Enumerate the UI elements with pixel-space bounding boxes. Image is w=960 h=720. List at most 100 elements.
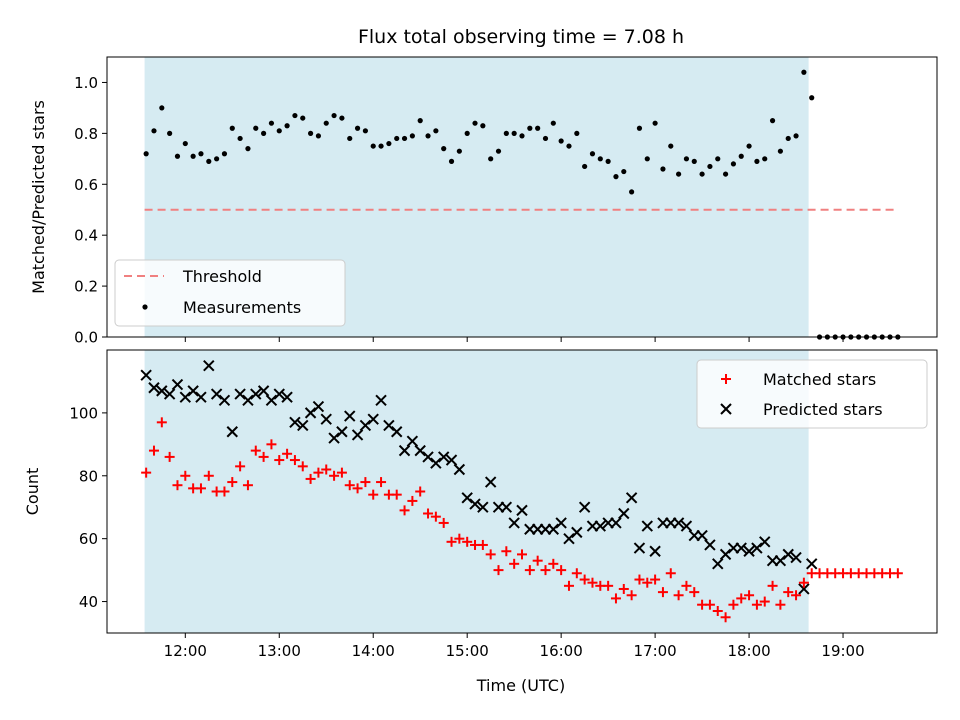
predicted-star-point [320, 413, 332, 425]
measurement-point [652, 120, 658, 126]
matched-star-point [352, 483, 363, 494]
predicted-star-point [633, 542, 646, 554]
x-tick-label: 16:00 [540, 642, 583, 660]
predicted-star-point [790, 551, 802, 564]
top-y-tick-label: 0.2 [74, 278, 98, 296]
matched-star-point [462, 536, 473, 547]
predicted-star-point [500, 501, 513, 513]
predicted-star-point [571, 526, 583, 539]
predicted-star-point [203, 360, 215, 372]
measurement-point [762, 156, 768, 162]
measurement-point [347, 135, 353, 142]
predicted-star-point [281, 391, 293, 403]
matched-star-point [344, 480, 355, 491]
matched-star-point [618, 583, 629, 594]
predicted-star-point [289, 416, 301, 429]
matched-star-point [783, 587, 794, 598]
predicted-star-point [563, 532, 575, 545]
predicted-star-point [344, 410, 356, 422]
matched-star-point [587, 577, 598, 588]
measurement-point [676, 171, 682, 177]
measurement-point [550, 120, 556, 126]
predicted-star-point [774, 554, 787, 567]
matched-star-point [767, 580, 778, 591]
matched-star-point [203, 470, 214, 481]
predicted-star-point [422, 451, 434, 463]
predicted-star-point [226, 426, 238, 438]
predicted-star-point [641, 520, 653, 532]
measurement-point [613, 174, 619, 180]
matched-star-point [141, 467, 152, 478]
measurement-point [730, 161, 737, 167]
matched-star-point [219, 486, 230, 497]
measurement-point [386, 140, 392, 147]
top-axes-frame [106, 56, 938, 338]
measurement-point [660, 166, 666, 172]
top-y-axis-label: Matched/Predicted stars [29, 100, 48, 294]
predicted-star-point [328, 432, 340, 444]
predicted-star-point [484, 476, 497, 488]
matched-star-point [156, 417, 167, 428]
matched-star-point [728, 599, 739, 610]
predicted-star-point [375, 394, 387, 407]
bottom-y-tick-label: 40 [79, 593, 98, 611]
predicted-star-point [469, 498, 481, 510]
matched-star-point [242, 480, 253, 491]
matched-star-point [195, 483, 206, 494]
matched-star-point [579, 574, 590, 585]
measurement-point [433, 128, 439, 134]
measurement-point [511, 130, 517, 136]
legend-box [114, 259, 346, 327]
matched-star-point [454, 533, 465, 544]
matched-star-point [704, 599, 715, 610]
matched-star-point [642, 577, 653, 588]
measurement-point [472, 120, 478, 126]
measurement-point [582, 163, 588, 170]
measurement-point [300, 115, 306, 121]
measurement-point [378, 143, 384, 149]
measurement-point [456, 148, 462, 154]
bottom-y-tick-label: 80 [79, 467, 98, 485]
measurement-point [182, 140, 188, 147]
predicted-star-point [696, 529, 708, 542]
predicted-star-point [148, 382, 160, 394]
measurement-point [331, 112, 337, 119]
measurement-point [417, 118, 423, 124]
matched-star-point [650, 574, 661, 585]
matched-star-point [180, 470, 191, 481]
measurement-point [769, 118, 776, 124]
matched-star-point [626, 590, 637, 601]
matched-star-point [751, 599, 762, 610]
bottom-panel: 40 60 80 100 12:00 13:00 14:00 15:00 16:00 17:00… [23, 349, 938, 695]
predicted-star-point [383, 419, 395, 432]
predicted-star-point [578, 501, 591, 513]
top-y-tick-label: 0.0 [74, 329, 98, 347]
matched-star-point [563, 580, 574, 591]
top-y-tick-label: 1.0 [74, 74, 98, 92]
measurement-point [307, 130, 314, 136]
predicted-star-point [163, 388, 176, 400]
measurement-point [284, 123, 290, 129]
measurement-point [261, 130, 267, 136]
bottom-x-ticks: 12:00 13:00 14:00 15:00 16:00 17:00 18:00 19:00 [164, 633, 865, 660]
predicted-star-point [257, 385, 270, 397]
top-y-tick-label: 0.4 [74, 227, 98, 245]
matched-star-point [148, 445, 159, 456]
measurement-point [668, 143, 674, 149]
measurement-point [503, 130, 509, 136]
predicted-star-point [391, 426, 403, 438]
measurement-point [707, 163, 713, 170]
measurement-point [214, 156, 220, 162]
predicted-star-point [179, 391, 192, 403]
bottom-axes-frame [106, 349, 938, 634]
measurement-point [715, 156, 721, 162]
matched-star-point [376, 477, 387, 488]
matched-star-point [282, 448, 293, 459]
measurement-point [636, 125, 643, 131]
matched-star-point [501, 546, 512, 557]
top-legend: Threshold Measurements [114, 259, 346, 327]
legend-matched-swatch [721, 374, 731, 384]
measurement-point [691, 158, 697, 164]
x-tick-label: 12:00 [164, 642, 207, 660]
measurement-point [488, 156, 494, 162]
